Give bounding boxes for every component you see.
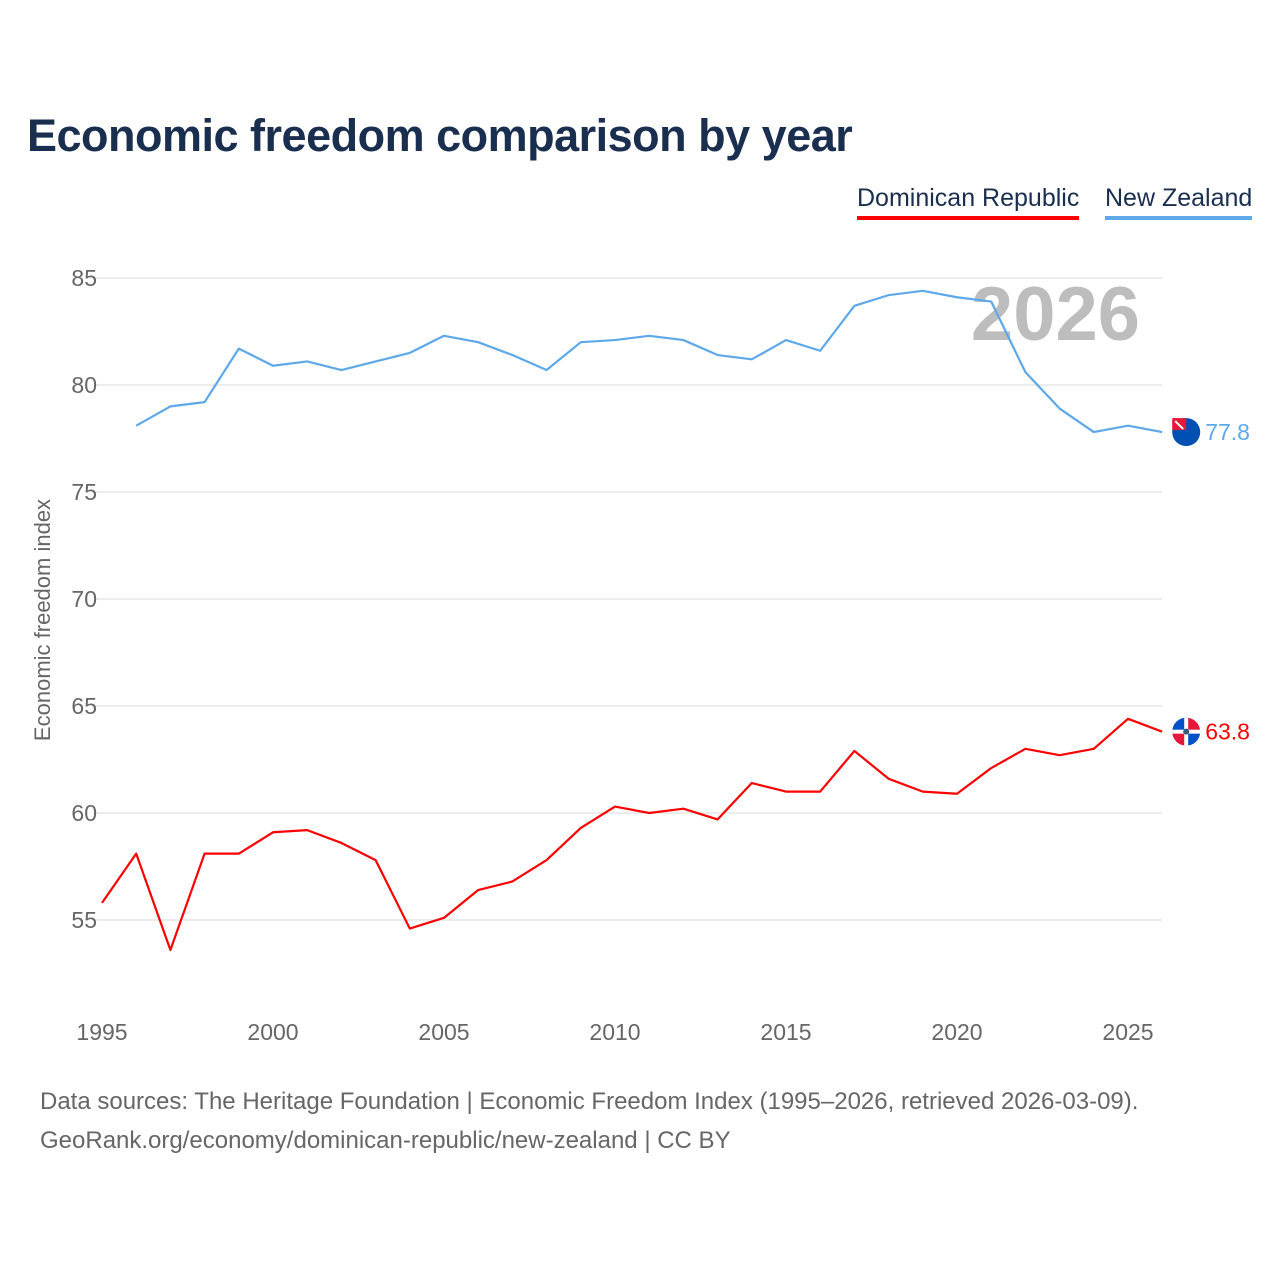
y-axis-label: Economic freedom index	[30, 499, 55, 741]
y-tick-label: 75	[71, 479, 97, 505]
legend-dominican-republic[interactable]: Dominican Republic	[857, 184, 1080, 220]
series-line-dominican-republic	[101, 717, 1163, 952]
footer-attribution: GeoRank.org/economy/dominican-republic/n…	[40, 1127, 731, 1154]
y-tick-label: 65	[71, 693, 97, 719]
flag-quarter	[1172, 731, 1187, 746]
chart-title: Economic freedom comparison by year	[27, 110, 853, 161]
x-tick-label: 1995	[76, 1019, 127, 1045]
flag-union-cross	[1174, 420, 1184, 430]
flag-quarter	[1172, 717, 1187, 732]
x-tick-label: 2015	[760, 1019, 811, 1045]
end-value-label: 77.8	[1205, 419, 1250, 445]
series-line-new-zealand	[135, 289, 1163, 434]
legend-new-zealand[interactable]: New Zealand	[1105, 184, 1253, 220]
x-tick-label: 2025	[1102, 1019, 1153, 1045]
flag-emblem	[1183, 728, 1190, 735]
y-tick-label: 60	[71, 800, 97, 826]
x-tick-label: 2000	[247, 1019, 298, 1045]
flag-quarter	[1186, 717, 1201, 732]
y-tick-label: 55	[71, 907, 97, 933]
footer-sources: Data sources: The Heritage Foundation | …	[40, 1088, 1139, 1115]
year-watermark: 2026	[971, 272, 1140, 357]
x-tick-label: 2020	[931, 1019, 982, 1045]
flag-quarter	[1186, 731, 1201, 746]
y-tick-label: 70	[71, 586, 97, 612]
y-tick-label: 85	[71, 265, 97, 291]
x-tick-label: 2010	[589, 1019, 640, 1045]
y-tick-label: 80	[71, 372, 97, 398]
end-value-label: 63.8	[1205, 719, 1250, 745]
x-tick-label: 2005	[418, 1019, 469, 1045]
